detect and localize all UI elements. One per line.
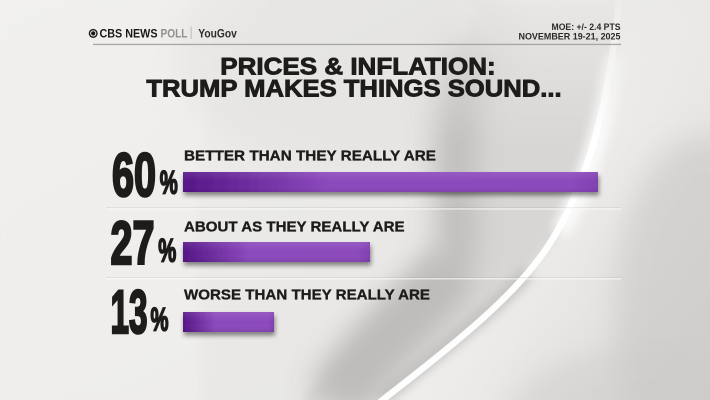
svg-text:BETTER THAN THEY REALLY ARE: BETTER THAN THEY REALLY ARE	[184, 149, 436, 165]
svg-text:NOVEMBER 19-21, 2025: NOVEMBER 19-21, 2025	[519, 32, 621, 42]
svg-text:TRUMP MAKES THINGS SOUND...: TRUMP MAKES THINGS SOUND...	[146, 76, 561, 103]
svg-text:WORSE THAN THEY REALLY ARE: WORSE THAN THEY REALLY ARE	[184, 287, 430, 303]
svg-text:CBS NEWS: CBS NEWS	[100, 29, 158, 41]
svg-text:PRICES & INFLATION:: PRICES & INFLATION:	[220, 53, 495, 80]
svg-text:%: %	[151, 302, 169, 338]
svg-text:%: %	[158, 233, 176, 269]
svg-text:13: 13	[111, 278, 148, 346]
svg-text:POLL: POLL	[161, 29, 188, 41]
svg-text:ABOUT AS THEY REALLY ARE: ABOUT AS THEY REALLY ARE	[184, 219, 405, 235]
svg-text:YouGov: YouGov	[198, 29, 237, 41]
svg-text:%: %	[160, 165, 178, 201]
svg-text:60: 60	[112, 141, 156, 209]
svg-text:MOE: +/- 2.4 PTS: MOE: +/- 2.4 PTS	[552, 22, 621, 32]
svg-text:27: 27	[111, 209, 155, 277]
